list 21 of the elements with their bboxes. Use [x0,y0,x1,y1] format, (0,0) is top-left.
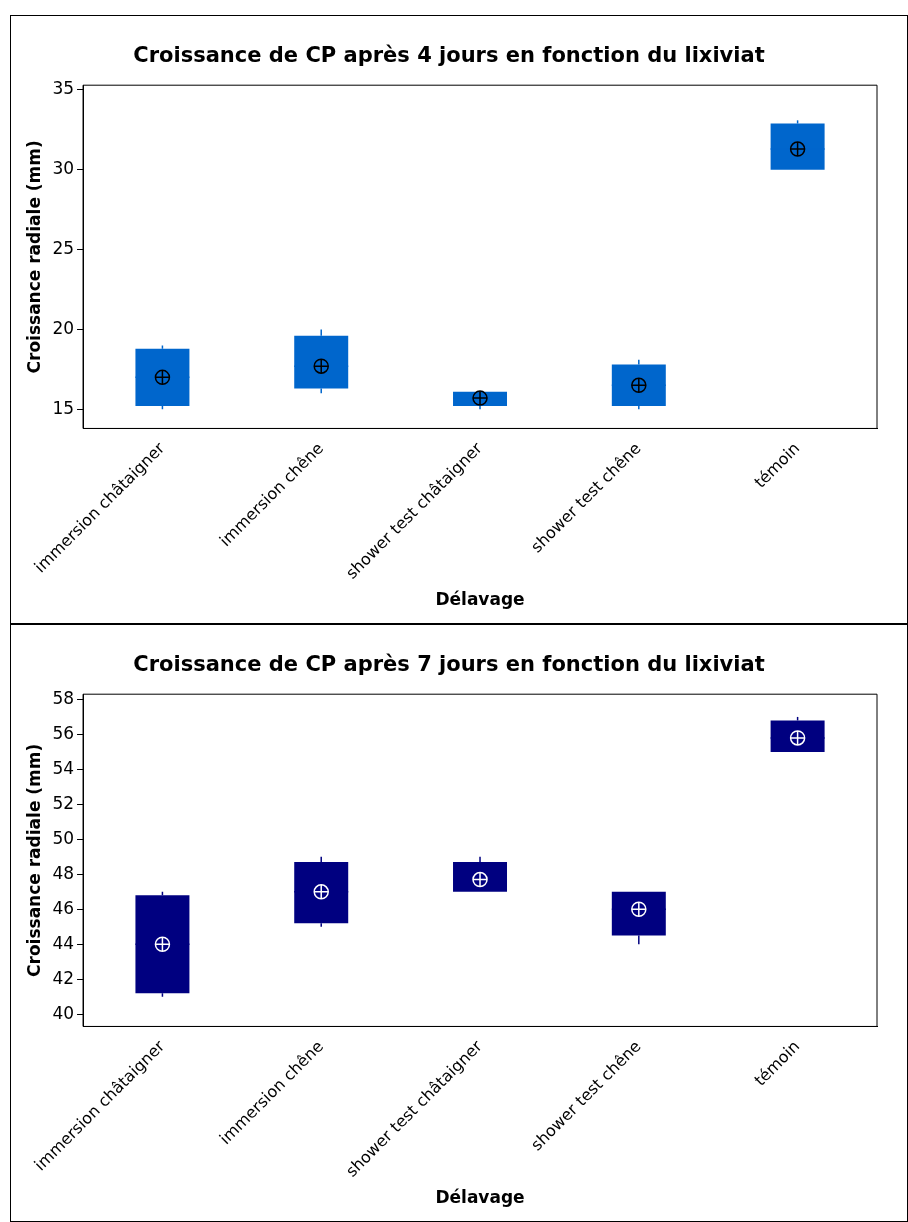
y-tick-label: 20 [52,317,75,338]
y-axis-title: Croissance radiale (mm) [23,743,44,977]
y-tick-label: 48 [52,862,75,883]
y-tick-label: 30 [52,158,75,179]
y-tick-label: 58 [52,687,75,708]
y-tick-label: 56 [52,722,75,743]
chart-title: Croissance de CP après 7 jours en fonction du lixiviat [133,652,765,677]
x-axis-title: Délavage [435,1187,525,1208]
y-axis-title: Croissance radiale (mm) [23,140,44,374]
y-tick-label: 40 [52,1002,75,1023]
y-tick-label: 35 [52,78,75,99]
y-tick-label: 15 [52,397,75,418]
y-tick-label: 46 [52,897,75,918]
y-tick-label: 42 [52,967,75,988]
y-tick-label: 25 [52,238,75,259]
y-tick-label: 54 [52,757,75,778]
chart-title: Croissance de CP après 4 jours en fonction du lixiviat [133,43,765,68]
y-tick-label: 50 [52,827,75,848]
x-axis-title: Délavage [435,589,525,610]
y-tick-label: 52 [52,792,75,813]
y-tick-label: 44 [52,932,75,953]
